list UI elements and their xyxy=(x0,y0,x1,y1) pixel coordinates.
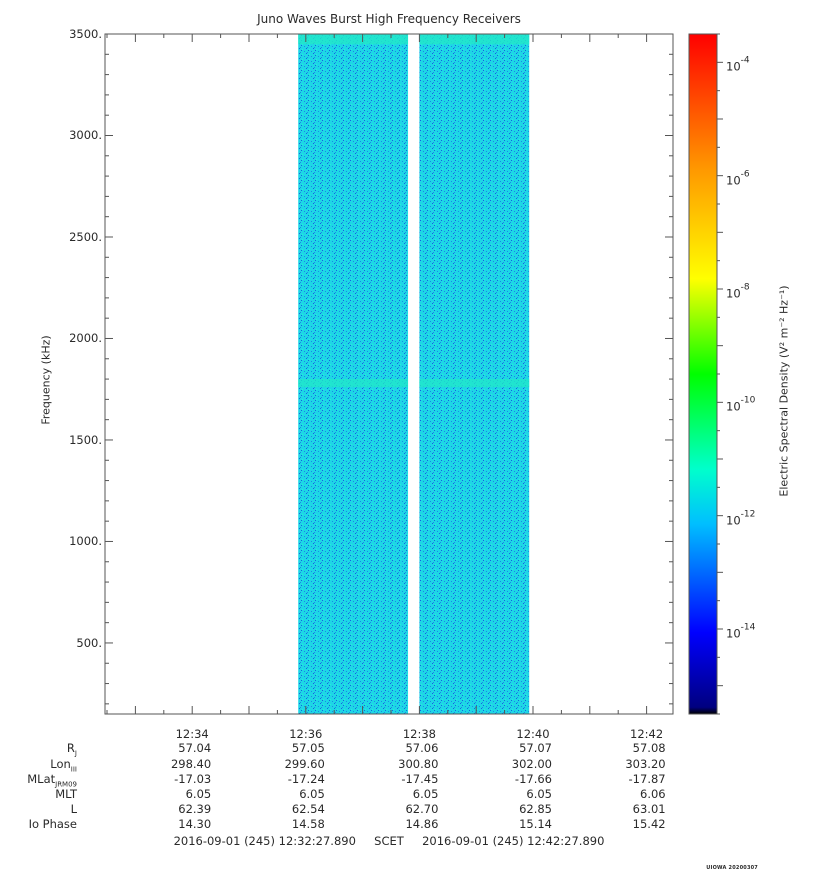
top-band-1 xyxy=(298,34,409,45)
ephemeris-value: 14.58 xyxy=(291,817,325,831)
ephemeris-value: 6.05 xyxy=(526,787,552,801)
ephemeris-value: 6.05 xyxy=(185,787,212,801)
plot-frame xyxy=(104,33,674,715)
ephemeris-value: 14.30 xyxy=(178,817,212,831)
ephemeris-value: 57.05 xyxy=(291,741,325,755)
ephemeris-value: -17.24 xyxy=(287,772,325,786)
ephemeris-value: 63.01 xyxy=(632,802,666,816)
ephemeris-value: -17.45 xyxy=(401,772,439,786)
ephemeris-value: 57.07 xyxy=(519,741,552,755)
x-tick-label: 12:40 xyxy=(516,727,550,741)
ephemeris-value: 57.04 xyxy=(178,741,212,755)
ephemeris-value: 6.05 xyxy=(412,787,439,801)
enhanced-band-1 xyxy=(298,379,409,388)
y-tick-label: 1500. xyxy=(69,432,102,447)
ephemeris-value: 62.39 xyxy=(178,802,212,816)
colorbar-tick-label: 10-6 xyxy=(726,169,750,188)
ephemeris-row-label: MLatJRM09 xyxy=(27,772,77,789)
x-tick-label: 12:34 xyxy=(175,727,209,741)
ephemeris-value: 303.20 xyxy=(625,757,666,771)
ephemeris-value: 6.05 xyxy=(299,787,325,801)
enhanced-band-2 xyxy=(419,379,530,388)
ephemeris-value: 300.80 xyxy=(398,757,439,771)
y-ticks xyxy=(105,33,673,705)
ephemeris-value: 299.60 xyxy=(284,757,325,771)
ephemeris-value: 15.42 xyxy=(632,817,666,831)
top-band-2 xyxy=(419,34,530,45)
colorbar xyxy=(688,33,718,715)
colorbar-tick-label: 10-10 xyxy=(726,395,756,414)
ephemeris-row-label: MLT xyxy=(55,787,77,801)
ephemeris-value: 298.40 xyxy=(170,757,212,771)
colorbar-tick-label: 10-4 xyxy=(726,55,750,74)
ephemeris-value: 6.06 xyxy=(640,787,666,801)
ephemeris-value: -17.87 xyxy=(628,772,666,786)
y-axis-label: Frequency (kHz) xyxy=(39,335,53,425)
data-blocks xyxy=(298,34,530,714)
y-tick-label: 3500. xyxy=(69,27,102,41)
x-tick-label: 12:38 xyxy=(402,727,436,741)
x-tick-label: 12:42 xyxy=(630,727,664,741)
ephemeris-value: 57.06 xyxy=(405,741,439,755)
ephemeris-value: 62.54 xyxy=(291,802,325,816)
y-tick-label: 1000. xyxy=(69,534,102,549)
ephemeris-value: 62.70 xyxy=(405,802,439,816)
colorbar-tick-label: 10-14 xyxy=(726,622,756,641)
y-tick-label: 2500. xyxy=(69,229,102,244)
ephemeris-row-label: LonIII xyxy=(50,757,77,774)
ephemeris-value: 302.00 xyxy=(511,757,552,771)
colorbar-tick-label: 10-12 xyxy=(726,509,756,528)
colorbar-ticks xyxy=(717,33,723,715)
ephemeris-row-label: RJ xyxy=(66,741,77,758)
ephemeris-row-label: Io Phase xyxy=(28,817,77,831)
colorbar-tick-label: 10-8 xyxy=(726,282,750,301)
ephemeris-value: -17.03 xyxy=(174,772,212,786)
ephemeris-value: 57.08 xyxy=(632,741,666,755)
data-block-1 xyxy=(298,34,409,714)
ephemeris-value: 15.14 xyxy=(519,817,552,831)
chart-title: Juno Waves Burst High Frequency Receiver… xyxy=(257,12,521,26)
time-range: 2016-09-01 (245) 12:32:27.890 SCET 2016-… xyxy=(173,834,605,848)
y-tick-label: 3000. xyxy=(69,128,102,143)
y-tick-label: 500. xyxy=(76,635,102,650)
ephemeris-value: 14.86 xyxy=(405,817,439,831)
x-tick-label: 12:36 xyxy=(289,727,323,741)
ephemeris-value: -17.66 xyxy=(514,772,552,786)
x-ticks xyxy=(106,34,648,714)
y-tick-label: 2000. xyxy=(69,331,102,346)
credit-stamp: UIOWA 20200307 xyxy=(706,865,758,871)
data-block-2 xyxy=(419,34,530,714)
colorbar-label: Electric Spectral Density (V² m⁻² Hz⁻¹) xyxy=(777,285,791,497)
ephemeris-row-label: L xyxy=(70,802,77,816)
ephemeris-value: 62.85 xyxy=(519,802,552,816)
